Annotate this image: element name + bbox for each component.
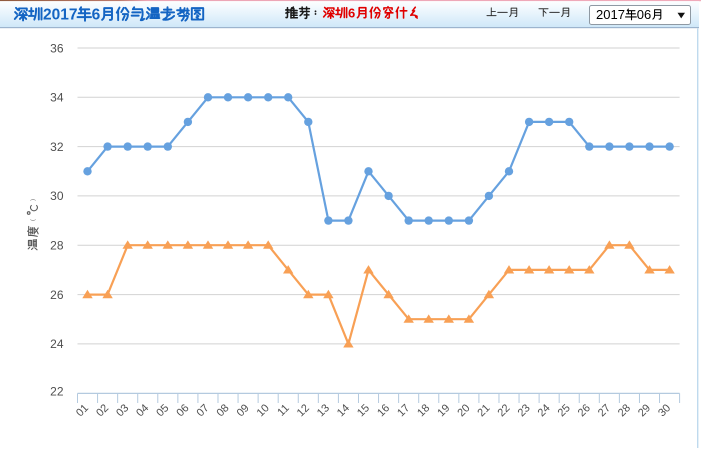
svg-text:30: 30 (50, 189, 64, 203)
svg-text:22: 22 (50, 385, 64, 399)
svg-text:2017: 2017 (43, 6, 77, 23)
svg-text:28: 28 (50, 239, 64, 253)
svg-text:36: 36 (50, 41, 64, 55)
svg-text:6: 6 (92, 6, 101, 23)
svg-text:06: 06 (637, 7, 651, 22)
svg-text:2017: 2017 (596, 7, 625, 22)
svg-text:34: 34 (50, 91, 64, 105)
svg-text:24: 24 (50, 337, 64, 351)
svg-text:6: 6 (348, 5, 355, 20)
svg-text:26: 26 (50, 288, 64, 302)
svg-text:32: 32 (50, 140, 64, 154)
